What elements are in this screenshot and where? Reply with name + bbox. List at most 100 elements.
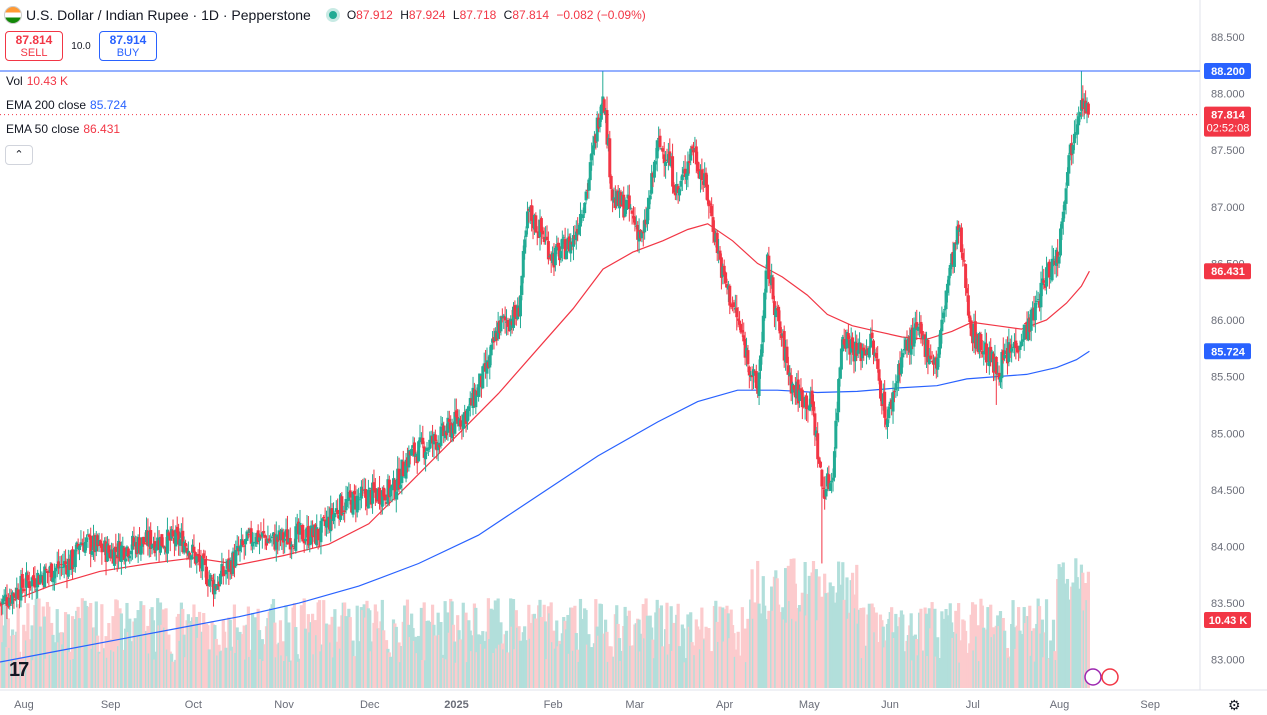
candle-body xyxy=(161,545,165,548)
candle-body xyxy=(710,206,714,217)
candle-body xyxy=(920,330,924,340)
volume-bar xyxy=(496,598,500,688)
candle-body xyxy=(249,528,253,544)
candle-body xyxy=(959,227,963,253)
candle-body xyxy=(19,575,23,601)
candle-body xyxy=(1033,302,1037,321)
legend-ema50-value: 86.431 xyxy=(83,122,121,136)
ohlc-change: −0.082 (−0.09%) xyxy=(556,8,646,22)
candle-body xyxy=(422,446,426,458)
candle-body xyxy=(185,547,189,554)
volume-bar xyxy=(43,616,47,688)
candle-body xyxy=(205,566,209,585)
candle-body xyxy=(650,173,654,194)
candle-body xyxy=(251,542,255,547)
candle-body xyxy=(828,483,832,491)
candle-body xyxy=(320,518,324,522)
candle-body xyxy=(883,391,887,418)
symbol-title[interactable]: U.S. Dollar / Indian Rupee · 1D · Pepper… xyxy=(26,7,311,23)
candle-body xyxy=(458,420,462,427)
currency-flag-icon xyxy=(4,6,22,24)
candle-body xyxy=(160,534,164,546)
candle-body xyxy=(481,366,485,389)
candle-body xyxy=(90,551,94,555)
candle-body xyxy=(285,529,289,545)
candle-body xyxy=(122,547,126,561)
candle-body xyxy=(218,573,222,585)
candle-body xyxy=(301,525,305,542)
candle-body xyxy=(182,541,186,553)
candle-body xyxy=(465,408,469,422)
settings-icon[interactable]: ⚙ xyxy=(1228,697,1241,713)
candle-body xyxy=(181,530,185,553)
candle-body xyxy=(107,545,111,553)
candle-body xyxy=(572,235,576,247)
candle-body xyxy=(329,508,333,532)
x-tick-label: Feb xyxy=(544,699,563,711)
candle-body xyxy=(574,231,578,241)
candle-body xyxy=(718,250,722,260)
candle-body xyxy=(202,553,206,559)
legend-volume[interactable]: Vol 10.43 K xyxy=(6,74,68,88)
candle-body xyxy=(647,197,651,210)
candle-body xyxy=(1075,124,1079,135)
candle-body xyxy=(371,482,375,504)
candle-body xyxy=(673,192,677,196)
candle-body xyxy=(433,434,437,441)
candle-body xyxy=(461,414,465,429)
candle-body xyxy=(414,453,418,457)
candle-body xyxy=(891,391,895,412)
candle-body xyxy=(355,495,359,513)
legend-ema200[interactable]: EMA 200 close 85.724 xyxy=(6,98,127,112)
candle-body xyxy=(722,265,726,276)
tradingview-logo[interactable]: 17 xyxy=(9,659,29,681)
x-tick-label: Oct xyxy=(185,699,202,711)
candle-body xyxy=(263,534,267,538)
candle-body xyxy=(690,146,694,149)
candle-body xyxy=(390,484,394,491)
candle-body xyxy=(30,577,34,587)
candle-body xyxy=(520,275,524,295)
candle-body xyxy=(979,334,983,351)
volume-bar xyxy=(151,620,156,688)
candle-body xyxy=(587,179,591,191)
candle-body xyxy=(149,530,153,550)
candle-body xyxy=(421,437,425,444)
volume-bar xyxy=(310,613,315,688)
collapse-icon[interactable]: ⌃ xyxy=(5,145,33,165)
legend-ema50[interactable]: EMA 50 close 86.431 xyxy=(6,122,120,136)
candle-body xyxy=(524,230,528,237)
candle-body xyxy=(348,490,352,498)
candle-body xyxy=(812,401,816,411)
candle-body xyxy=(52,570,56,579)
candle-body xyxy=(945,283,949,293)
legend-volume-value: 10.43 K xyxy=(26,74,69,88)
candle-body xyxy=(750,375,754,378)
volume-bar xyxy=(164,608,168,688)
buy-button[interactable]: 87.914 BUY xyxy=(99,31,157,61)
candle-body xyxy=(380,490,384,507)
candle-body xyxy=(1029,309,1033,331)
candle-body xyxy=(602,99,606,113)
volume-bar xyxy=(464,612,468,688)
candle-body xyxy=(410,448,414,456)
candle-body xyxy=(359,486,363,499)
candle-body xyxy=(366,489,370,509)
candle-body xyxy=(1035,300,1039,302)
candle-body xyxy=(0,602,2,604)
x-tick-label: 2025 xyxy=(444,699,468,711)
price-tag-last: 87.814 xyxy=(1211,110,1246,122)
candle-body xyxy=(511,306,515,328)
volume-bar xyxy=(1044,599,1049,688)
sell-button[interactable]: 87.814 SELL xyxy=(5,31,63,61)
candle-body xyxy=(51,577,55,583)
candle-body xyxy=(735,307,739,318)
candle-body xyxy=(534,215,538,233)
candle-body xyxy=(555,244,559,251)
candle-body xyxy=(121,546,125,548)
candle-body xyxy=(671,156,675,187)
x-tick-label: Nov xyxy=(274,699,294,711)
candle-body xyxy=(412,442,416,457)
candle-body xyxy=(242,545,246,547)
